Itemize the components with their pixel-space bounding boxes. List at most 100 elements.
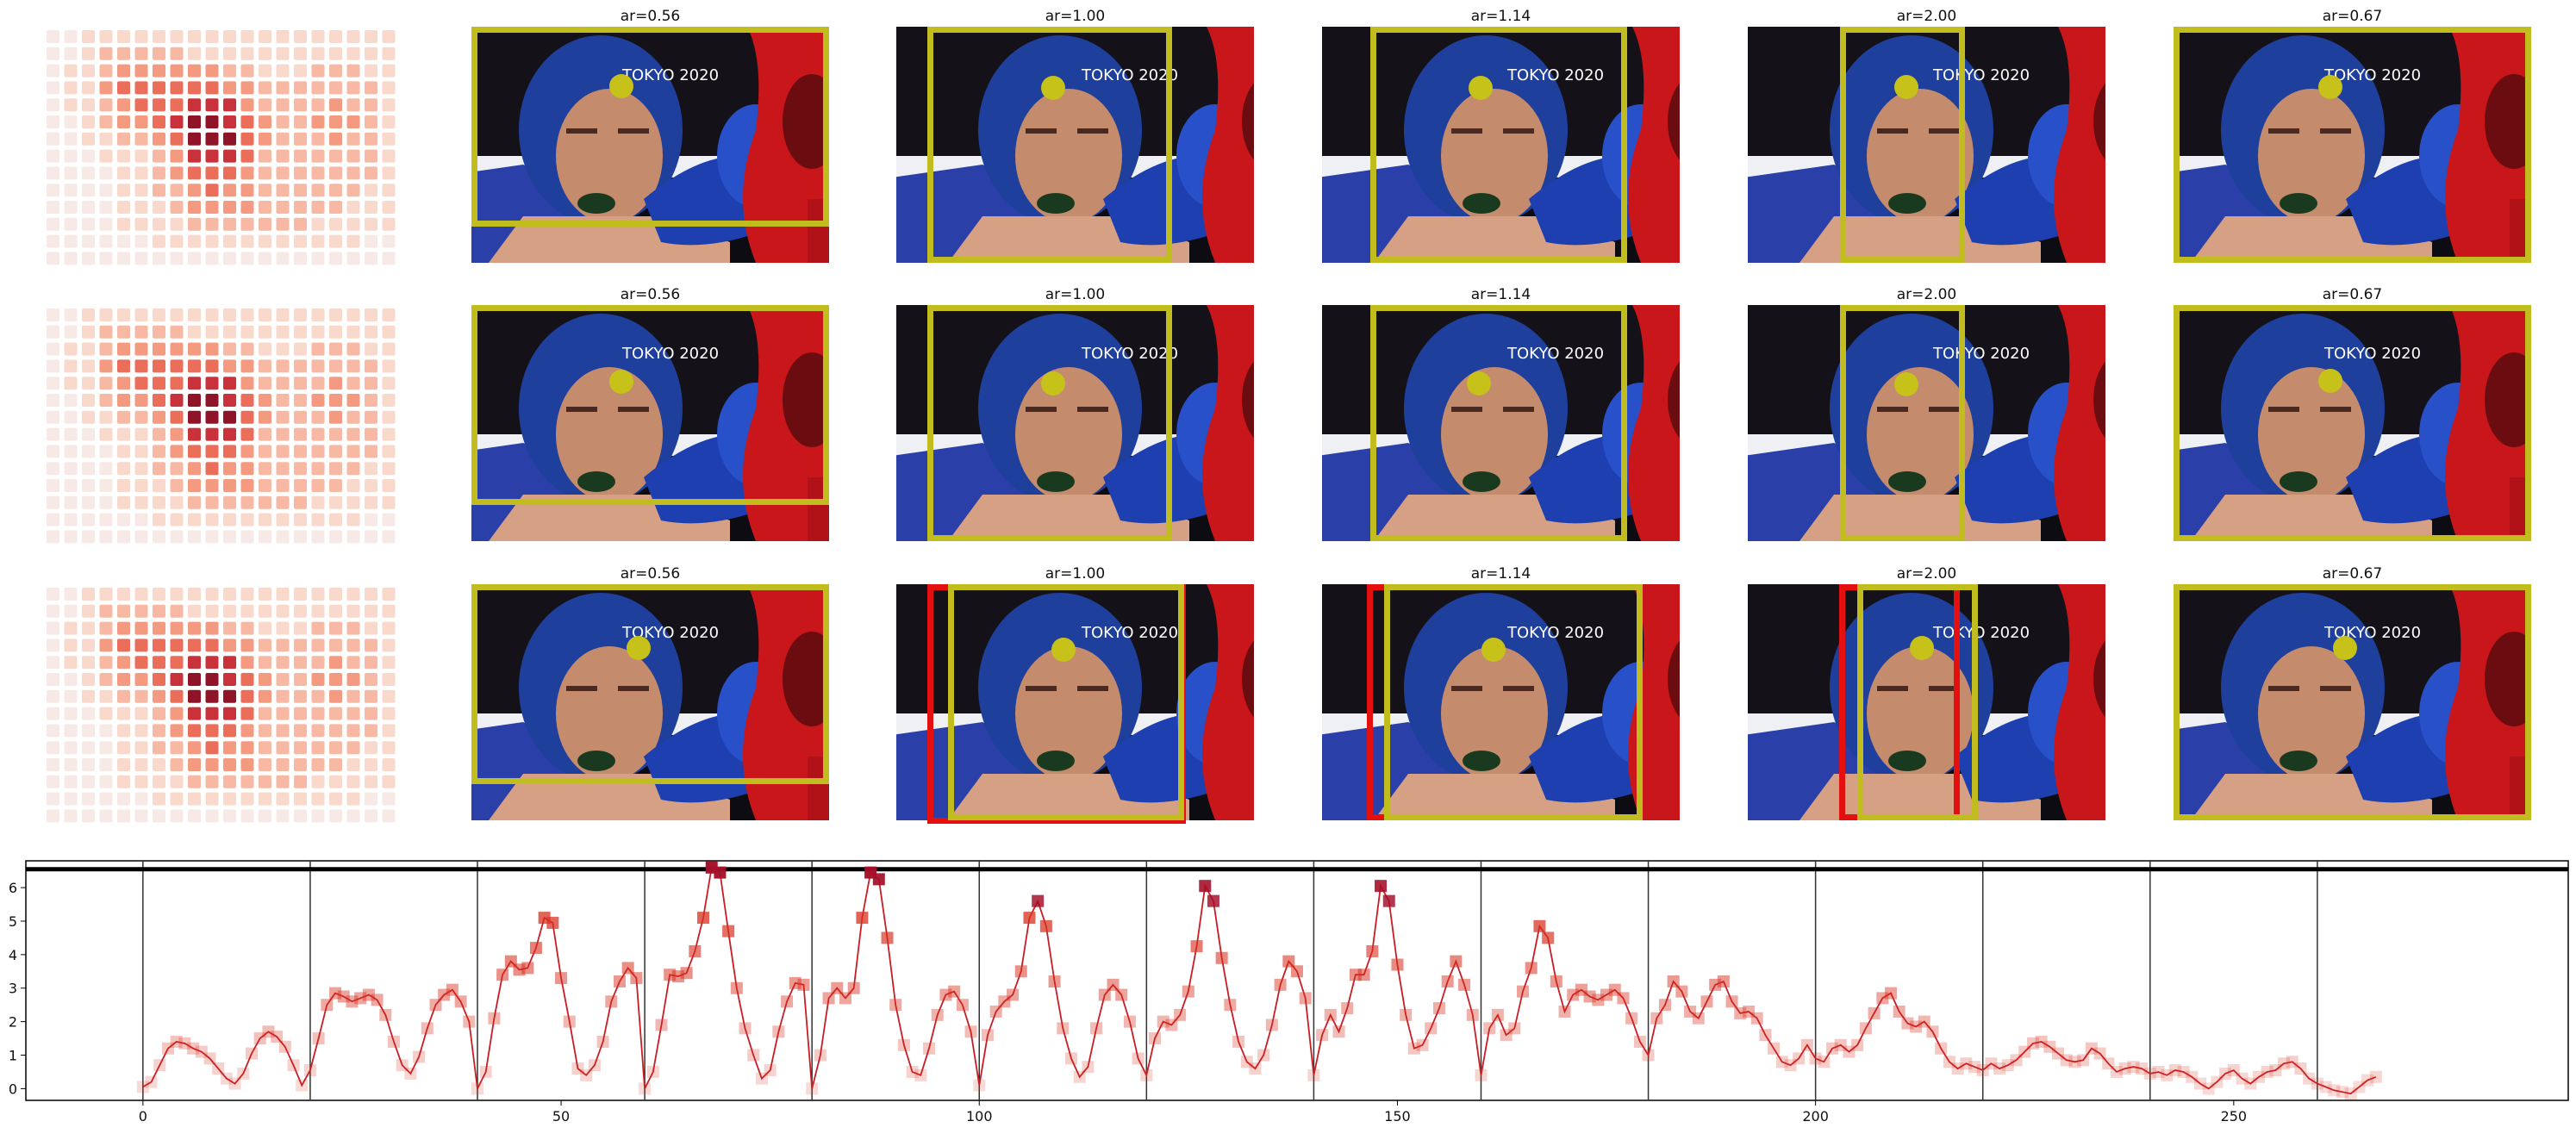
data-point-marker bbox=[1951, 1062, 1964, 1075]
y-tick-label: 4 bbox=[9, 947, 17, 963]
data-point-marker bbox=[2244, 1077, 2257, 1090]
data-point-marker bbox=[1149, 1032, 1162, 1045]
data-point-marker bbox=[1123, 1015, 1136, 1028]
data-point-marker bbox=[1750, 1012, 1763, 1025]
data-point-marker bbox=[262, 1025, 275, 1038]
data-point-marker bbox=[1793, 1052, 1806, 1065]
data-point-marker bbox=[2369, 1070, 2382, 1083]
data-point-marker bbox=[454, 995, 467, 1008]
svg-text:TOKYO 2020: TOKYO 2020 bbox=[1932, 345, 2030, 363]
data-point-marker bbox=[964, 1025, 977, 1038]
data-point-marker bbox=[1425, 1022, 1438, 1035]
photo: TOKYO 2020 bbox=[896, 305, 1254, 541]
data-point-marker bbox=[747, 1049, 760, 1062]
data-point-marker bbox=[1968, 1061, 1981, 1074]
data-point-marker bbox=[2110, 1065, 2123, 1078]
data-point-marker bbox=[839, 992, 851, 1005]
data-point-marker bbox=[1784, 1059, 1797, 1072]
svg-text:TOKYO 2020: TOKYO 2020 bbox=[1506, 66, 1604, 84]
data-point-marker bbox=[697, 912, 710, 925]
crop-panel: ar=2.00 TOKYO 2020 bbox=[1748, 565, 2105, 820]
data-point-marker bbox=[1575, 983, 1587, 996]
data-point-marker bbox=[571, 1062, 584, 1075]
data-point-marker bbox=[2236, 1072, 2249, 1085]
data-point-marker bbox=[2001, 1059, 2014, 1072]
data-point-marker bbox=[1684, 1005, 1697, 1018]
crop-box bbox=[1840, 305, 1965, 541]
boxer-photo-icon: TOKYO 2020 bbox=[1748, 305, 2105, 541]
data-point-marker bbox=[1625, 1012, 1638, 1025]
data-point-marker bbox=[321, 999, 334, 1012]
photo: TOKYO 2020 bbox=[2174, 27, 2531, 263]
data-point-marker bbox=[1199, 880, 1212, 893]
data-point-marker bbox=[1868, 1006, 1881, 1019]
data-point-marker bbox=[2143, 1067, 2156, 1080]
data-point-marker bbox=[1432, 1002, 1445, 1015]
data-point-marker bbox=[613, 975, 626, 987]
crop-box bbox=[1384, 584, 1643, 820]
x-tick-label: 250 bbox=[2221, 1108, 2248, 1124]
panel-title: ar=0.67 bbox=[2322, 286, 2383, 303]
data-point-marker bbox=[1341, 1002, 1354, 1015]
data-point-marker bbox=[2152, 1065, 2165, 1078]
data-point-marker bbox=[479, 1065, 492, 1078]
crop-box bbox=[1370, 27, 1627, 263]
data-point-marker bbox=[973, 1079, 986, 1092]
data-point-marker bbox=[1508, 1022, 1521, 1035]
focus-point bbox=[2333, 636, 2357, 660]
data-point-marker bbox=[621, 962, 634, 975]
crop-panel: ar=1.14 TOKYO 2020 bbox=[1322, 286, 1680, 541]
data-point-marker bbox=[2168, 1064, 2181, 1077]
data-point-marker bbox=[153, 1059, 166, 1072]
data-point-marker bbox=[1391, 958, 1404, 971]
data-point-marker bbox=[1692, 1012, 1705, 1025]
x-tick-label: 150 bbox=[1384, 1108, 1411, 1124]
data-point-marker bbox=[680, 967, 693, 980]
boxer-photo-icon: TOKYO 2020 bbox=[896, 305, 1254, 541]
data-point-marker bbox=[1533, 919, 1546, 932]
data-point-marker bbox=[2177, 1065, 2190, 1078]
data-point-marker bbox=[354, 992, 367, 1005]
data-point-marker bbox=[1910, 1020, 1923, 1033]
data-point-marker bbox=[2294, 1062, 2307, 1075]
panel-title: ar=0.56 bbox=[620, 8, 681, 25]
data-point-marker bbox=[1859, 1022, 1872, 1035]
data-point-marker bbox=[187, 1042, 200, 1055]
photo: TOKYO 2020 bbox=[1748, 584, 2105, 820]
data-point-marker bbox=[521, 962, 534, 975]
data-point-marker bbox=[1583, 990, 1596, 1003]
data-point-marker bbox=[1174, 1008, 1187, 1021]
data-point-marker bbox=[371, 994, 384, 1006]
data-point-marker bbox=[1007, 988, 1020, 1001]
data-point-marker bbox=[1717, 975, 1730, 987]
focus-point bbox=[1051, 638, 1076, 662]
focus-point bbox=[1041, 76, 1065, 100]
data-point-marker bbox=[253, 1032, 266, 1045]
data-point-marker bbox=[1265, 1019, 1278, 1031]
boxer-photo-icon: TOKYO 2020 bbox=[2174, 305, 2531, 541]
data-point-marker bbox=[789, 976, 801, 989]
data-point-marker bbox=[1407, 1042, 1420, 1055]
data-point-marker bbox=[1893, 1005, 1905, 1018]
data-point-marker bbox=[897, 1038, 910, 1051]
data-point-marker bbox=[856, 912, 869, 925]
data-point-marker bbox=[1809, 1052, 1822, 1065]
score-chart: 0 50 100 150 200 250 0 1 2 3 4 5 6 bbox=[9, 860, 2569, 1124]
data-point-marker bbox=[948, 985, 961, 998]
focus-point bbox=[2318, 369, 2342, 393]
panel-title: ar=0.56 bbox=[620, 286, 681, 303]
data-point-marker bbox=[1082, 1061, 1095, 1074]
data-point-marker bbox=[831, 981, 844, 994]
data-point-marker bbox=[1517, 985, 1530, 998]
data-point-marker bbox=[1709, 978, 1722, 991]
crop-panel: ar=1.00 TOKYO 2020 bbox=[896, 565, 1254, 824]
data-point-marker bbox=[563, 1015, 576, 1028]
y-tick-label: 0 bbox=[9, 1081, 17, 1097]
data-point-marker bbox=[730, 981, 743, 994]
svg-text:TOKYO 2020: TOKYO 2020 bbox=[2323, 345, 2421, 363]
data-point-marker bbox=[2261, 1065, 2273, 1078]
data-point-marker bbox=[337, 990, 350, 1003]
data-point-marker bbox=[1876, 992, 1889, 1005]
data-point-marker bbox=[1132, 1052, 1145, 1065]
data-point-marker bbox=[346, 995, 359, 1008]
